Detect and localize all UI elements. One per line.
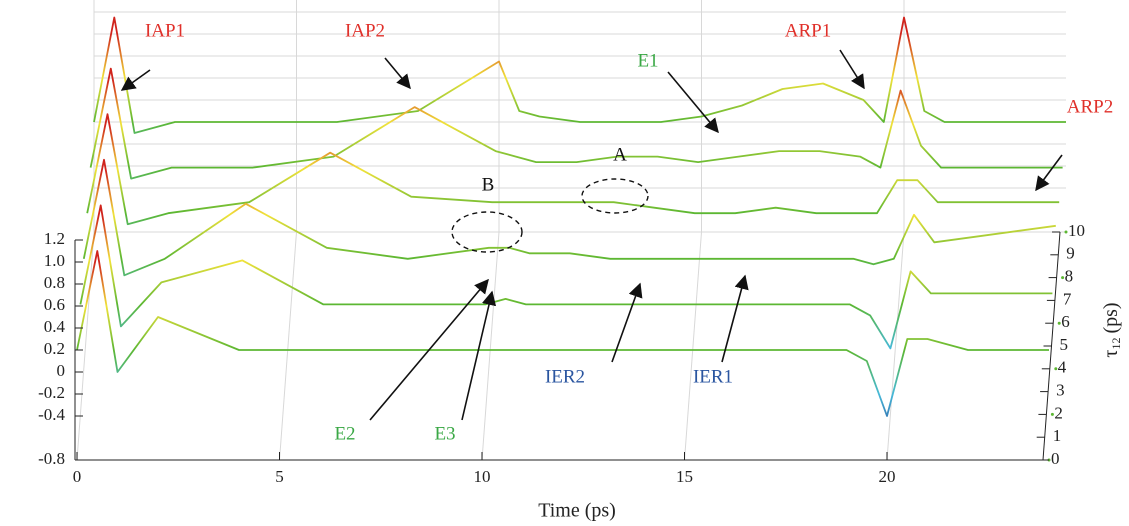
annotation: IER1 xyxy=(693,366,733,387)
depth-tick-label: 6 xyxy=(1061,312,1070,331)
trace xyxy=(76,250,1049,417)
trace xyxy=(86,113,1060,226)
grid xyxy=(76,0,1066,461)
grid-line xyxy=(481,231,500,461)
x-tick-label: 20 xyxy=(879,467,896,486)
z-tick-label: 0.4 xyxy=(44,317,66,336)
depth-tick-label: 10 xyxy=(1068,221,1085,240)
annotation: ARP2 xyxy=(1067,96,1113,117)
trace-depth-marker xyxy=(1054,367,1058,371)
depth-tick-label: 8 xyxy=(1065,267,1074,286)
grid-line xyxy=(279,231,297,461)
depth-tick-label: 3 xyxy=(1056,381,1065,400)
x-tick-label: 0 xyxy=(73,467,82,486)
x-tick-label: 15 xyxy=(676,467,693,486)
depth-subscript: 12 xyxy=(1109,338,1123,350)
annotation: B xyxy=(482,174,495,195)
trace xyxy=(79,204,1053,350)
annotation: IAP1 xyxy=(145,20,185,41)
depth-tick-label: 2 xyxy=(1054,403,1063,422)
arrow xyxy=(1035,154,1063,192)
traces xyxy=(76,16,1068,462)
z-tick-label: -0.2 xyxy=(38,383,65,402)
z-tick-label: -0.4 xyxy=(38,405,65,424)
annotation: IAP2 xyxy=(345,20,385,41)
arrow xyxy=(461,290,497,421)
region-outline xyxy=(581,178,649,214)
arrow xyxy=(721,274,749,363)
z-tick-label: 0 xyxy=(57,361,66,380)
grid-line xyxy=(684,231,702,461)
annotation: A xyxy=(613,144,627,165)
trace xyxy=(82,158,1056,277)
trace xyxy=(89,67,1063,180)
arrow xyxy=(384,57,411,90)
x-tick-label: 10 xyxy=(474,467,491,486)
trace-depth-marker xyxy=(1057,321,1061,325)
depth-tick-label: 9 xyxy=(1066,244,1075,263)
z-tick-label: 1.0 xyxy=(44,251,65,270)
depth-tick-label: 1 xyxy=(1053,426,1062,445)
arrow xyxy=(839,49,865,90)
depth-tick-label: 4 xyxy=(1058,358,1067,377)
annotation: E1 xyxy=(637,50,658,71)
arrow xyxy=(120,69,151,91)
z-tick-label: 0.8 xyxy=(44,273,65,292)
annotation: E3 xyxy=(434,423,455,444)
arrow xyxy=(667,71,719,134)
depth-tick-label: 5 xyxy=(1060,335,1069,354)
depth-symbol: τ xyxy=(1100,350,1122,358)
z-tick-label: -0.8 xyxy=(38,449,65,468)
x-tick-label: 5 xyxy=(275,467,284,486)
annotations: IAP1 IAP2 ARP1 ARP2 E1 E2 E3 IER2 IER1 A B xyxy=(120,20,1113,444)
depth-axis-label: τ12 (ps) xyxy=(1100,302,1123,357)
depth-tick-label: 7 xyxy=(1063,289,1072,308)
depth-unit: (ps) xyxy=(1100,302,1122,333)
z-tick-label: 0.6 xyxy=(44,295,65,314)
annotation: ARP1 xyxy=(785,20,831,41)
z-tick-label: 1.2 xyxy=(44,229,65,248)
arrow xyxy=(369,278,489,421)
trace-depth-marker xyxy=(1064,230,1068,234)
trace-depth-marker xyxy=(1061,276,1065,280)
trace xyxy=(93,16,1066,134)
annotation: E2 xyxy=(334,423,355,444)
grid-line xyxy=(886,231,905,461)
trace-depth-marker xyxy=(1050,412,1054,416)
annotation: IER2 xyxy=(545,366,585,387)
arrow xyxy=(611,282,643,363)
depth-tick-label: 0 xyxy=(1051,449,1060,468)
x-axis-label: Time (ps) xyxy=(538,500,616,522)
region-outline xyxy=(451,211,523,253)
axes: 0 5 10 15 201.21.00.80.60.40.20-0.2-0.4-0.8 0… xyxy=(38,221,1085,486)
z-tick-label: 0.2 xyxy=(44,339,65,358)
grid-line xyxy=(76,231,95,461)
